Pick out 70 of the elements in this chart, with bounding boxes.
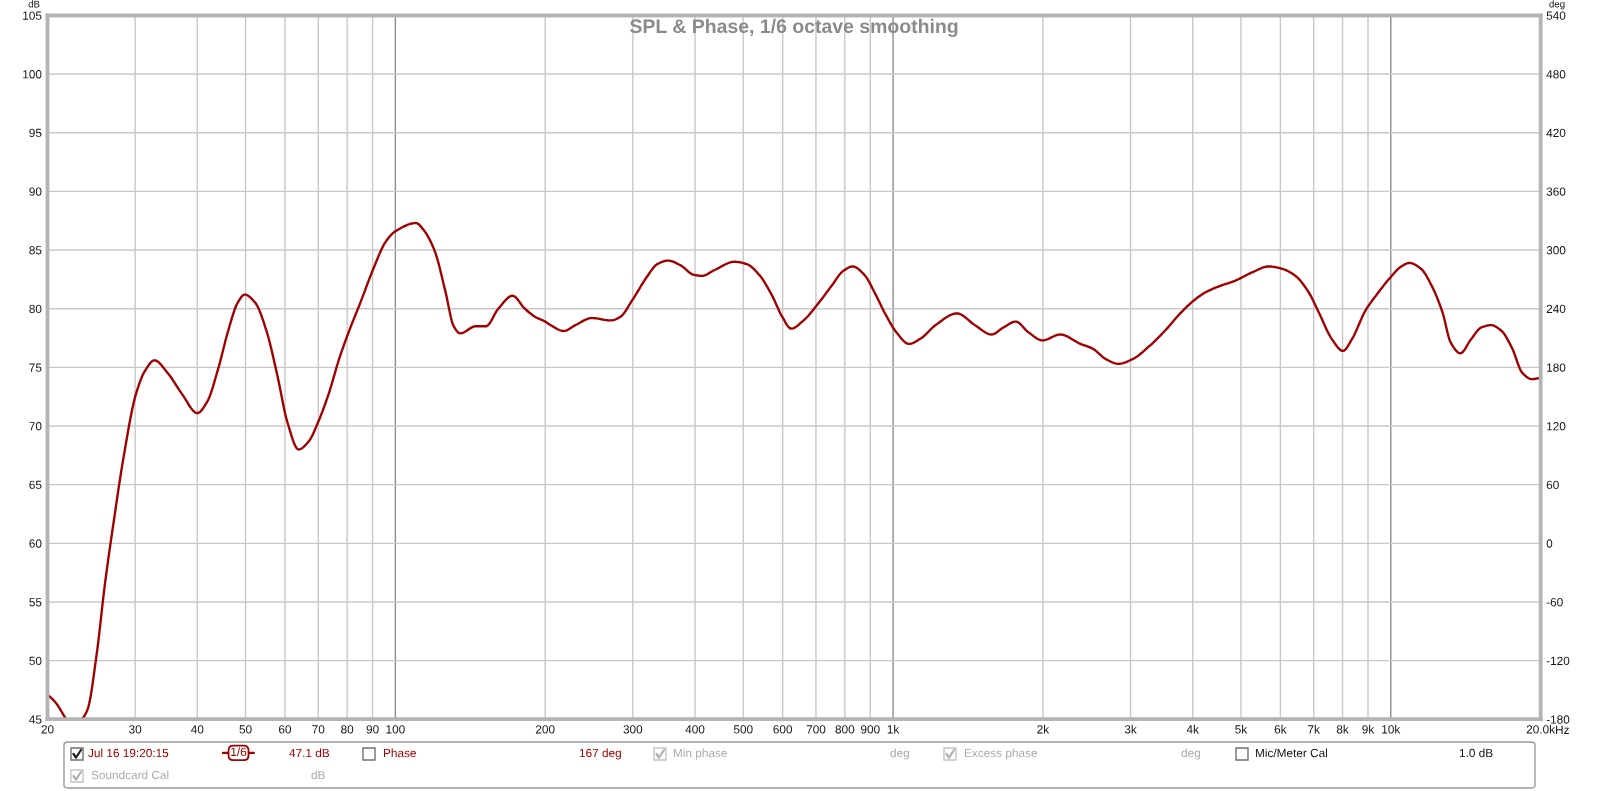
text: deg <box>1181 748 1200 760</box>
x-tick-label: 40 <box>191 725 204 734</box>
y2-tick-label: 180 <box>1547 363 1566 372</box>
y-tick-label: 105 <box>23 11 42 20</box>
text: 47.1 dB <box>289 748 330 758</box>
x-tick-label: 9k <box>1362 724 1375 734</box>
y2-tick-label: -180 <box>1546 715 1570 724</box>
x-tick-label: 6k <box>1274 724 1287 734</box>
x-tick-label: 5k <box>1235 724 1248 734</box>
x-tick-label: 70 <box>312 725 325 734</box>
text: 167 deg <box>579 748 621 760</box>
y2-tick-label: 540 <box>1546 11 1566 20</box>
text: Jul 16 19:20:15 <box>88 748 169 758</box>
y2-tick-label: -120 <box>1546 656 1570 666</box>
y-tick-label: 80 <box>29 304 42 314</box>
y2-tick-label: -60 <box>1546 598 1563 607</box>
x-axis-title: Hz <box>1556 725 1569 734</box>
y2-axis-title: deg <box>1549 0 1565 10</box>
y2-tick-label: 0 <box>1546 539 1553 548</box>
x-tick-label: 900 <box>861 725 880 734</box>
y2-tick-label: 360 <box>1546 187 1566 196</box>
y-tick-label: 85 <box>29 246 42 255</box>
x-tick-label: 10k <box>1382 724 1401 734</box>
x-tick-label: 30 <box>129 725 142 734</box>
text: Mic/Meter Cal <box>1255 748 1328 758</box>
text: Soundcard Cal <box>91 770 169 780</box>
y-tick-label: 95 <box>29 128 42 138</box>
y-tick-label: 60 <box>29 539 42 548</box>
text: 1.0 dB <box>1459 748 1493 758</box>
text: 1/6 <box>231 747 247 757</box>
x-tick-label: 8k <box>1336 724 1349 734</box>
y-tick-label: 65 <box>29 480 42 490</box>
x-tick-label: 80 <box>341 725 354 734</box>
x-tick-label: 3k <box>1124 724 1137 734</box>
x-tick-label: 800 <box>835 725 855 734</box>
y-tick-label: 100 <box>23 70 42 79</box>
y2-tick-label: 60 <box>1546 480 1559 490</box>
y-tick-label: 70 <box>29 422 42 431</box>
x-tick-label: 2k <box>1037 724 1050 734</box>
x-tick-label: 700 <box>806 725 826 734</box>
y2-tick-label: 240 <box>1546 304 1566 314</box>
x-tick-label: 7k <box>1308 724 1320 734</box>
x-tick-label: 300 <box>623 725 643 734</box>
y2-tick-label: 120 <box>1547 422 1566 431</box>
x-tick-label: 60 <box>279 725 292 734</box>
y-tick-label: 55 <box>29 598 42 607</box>
y-tick-label: 45 <box>29 715 42 724</box>
y-tick-label: 90 <box>29 187 42 196</box>
y2-tick-label: 420 <box>1546 128 1566 138</box>
y2-tick-label: 300 <box>1546 246 1566 255</box>
text: Phase <box>383 748 416 758</box>
x-tick-label: 20.0k <box>1526 724 1556 734</box>
x-tick-label: 600 <box>773 725 793 734</box>
x-tick-label: 1k <box>887 724 900 734</box>
y-tick-label: 75 <box>29 363 42 372</box>
x-tick-label: 100 <box>386 725 405 734</box>
text: dB <box>311 770 325 780</box>
x-tick-label: 500 <box>733 725 753 734</box>
x-tick-label: 20 <box>41 725 54 734</box>
x-tick-label: 90 <box>366 725 379 734</box>
x-tick-label: 50 <box>239 725 252 734</box>
y-tick-label: 50 <box>29 656 42 666</box>
text: Min phase <box>673 748 727 760</box>
text: Excess phase <box>964 748 1037 760</box>
x-tick-label: 4k <box>1186 724 1199 734</box>
x-tick-label: 400 <box>685 725 705 734</box>
y2-tick-label: 480 <box>1546 70 1566 79</box>
text: deg <box>890 748 909 760</box>
y-axis-title: dB <box>28 0 40 8</box>
x-tick-label: 200 <box>535 725 555 734</box>
